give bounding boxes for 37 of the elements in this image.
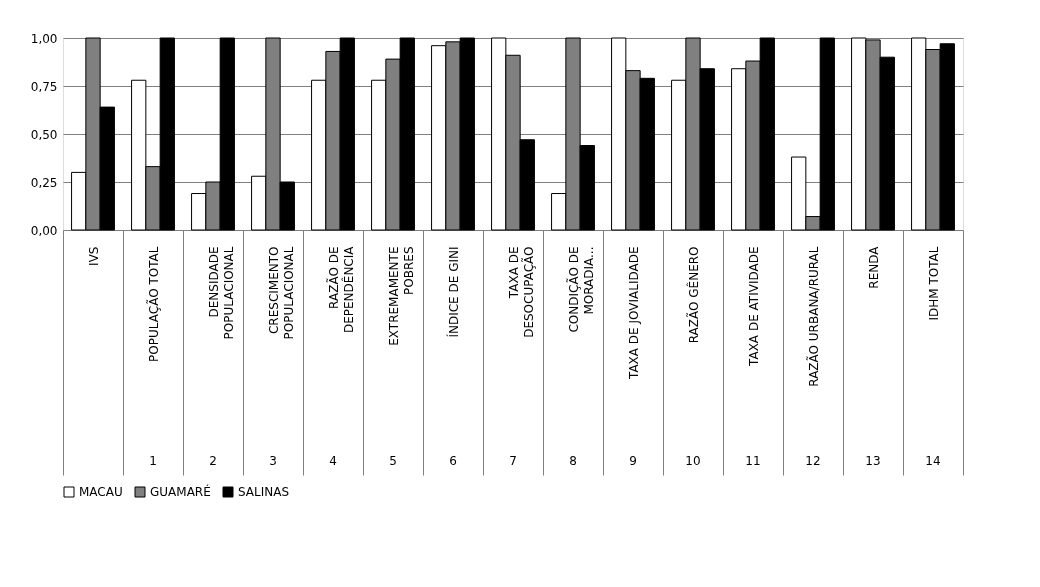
x-tick-label: RAZÃO URBANA/RURAL	[805, 246, 821, 387]
text: 13	[865, 454, 881, 468]
x-tick-label: DENSIDADE POPULACIONAL	[206, 246, 236, 340]
x-tick-label: RAZÃO GÊNERO	[685, 246, 701, 344]
x-tick-label: TAXA DE ATIVIDADE	[746, 246, 761, 367]
x-tick-label: CRESCIMENTO POPULACIONAL	[266, 246, 296, 340]
legend-label: SALINAS	[238, 485, 290, 499]
x-tick-label: POPULAÇÃO TOTAL	[145, 246, 161, 362]
x-tick-label: EXTREMAMENTE POBRES	[386, 246, 416, 346]
y-tick-label: 0,50	[30, 127, 58, 142]
y-tick-label: 0,75	[30, 79, 58, 94]
text: 9	[629, 454, 637, 468]
x-tick-label: IVS	[86, 246, 101, 266]
y-tick-label: 1,00	[30, 31, 58, 46]
y-tick-label: 0,00	[30, 223, 58, 238]
text: 2	[209, 454, 217, 468]
text: 11	[745, 454, 761, 468]
x-tick-label: CONDIÇÃO DE MORADIA...	[565, 246, 596, 333]
text: 6	[449, 454, 457, 468]
x-tick-label: IDHM TOTAL	[926, 246, 941, 321]
x-tick-label: TAXA DE JOVIALIDADE	[626, 246, 641, 381]
x-tick-label: TAXA DE DESOCUPAÇÃO	[506, 246, 536, 338]
legend-label: GUAMARÉ	[150, 484, 211, 499]
x-tick-label: RAZÃO DE DEPENDÊNCIA	[325, 245, 356, 334]
x-tick-label: ÍNDICE DE GINI	[445, 246, 461, 338]
x-tick-label: RENDA	[866, 245, 881, 289]
text: 10	[685, 454, 701, 468]
text: 4	[329, 454, 337, 468]
y-tick-label: 0,25	[30, 175, 58, 190]
legend-label: MACAU	[79, 485, 123, 499]
text: 12	[805, 454, 821, 468]
text: 1	[149, 454, 157, 468]
text: 7	[509, 454, 517, 468]
text: 3	[269, 454, 277, 468]
text: 8	[569, 454, 577, 468]
text: 14	[925, 454, 941, 468]
text: 5	[389, 454, 397, 468]
